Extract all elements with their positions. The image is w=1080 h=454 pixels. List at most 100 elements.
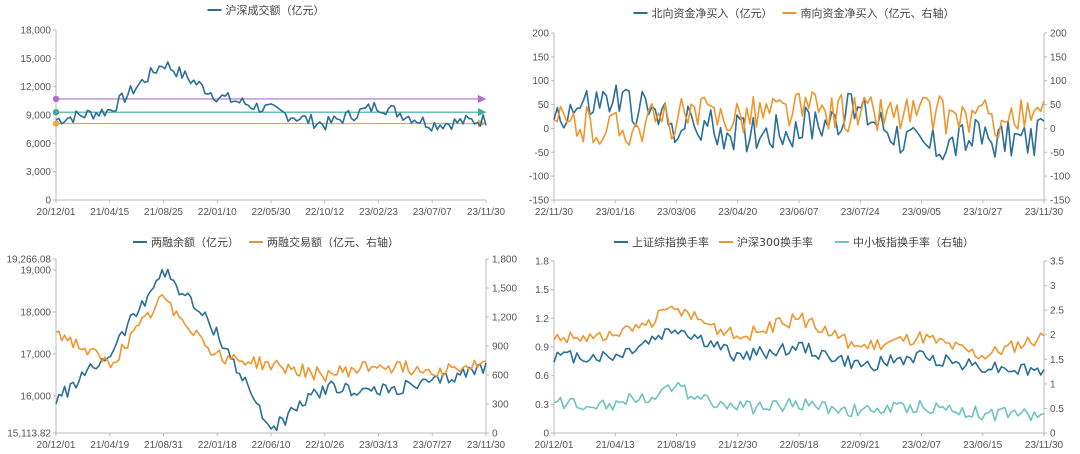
y-tick-label: 9,000 [26,111,51,122]
y-right-tick-label: 3 [1050,281,1056,292]
reference-marker-left [52,120,60,127]
y-right-tick-label: 0.5 [1050,404,1064,415]
reference-marker-right [478,108,486,117]
y-tick-label: 18,000 [20,308,51,319]
x-tick-label: 23/06/07 [780,207,819,218]
reference-marker-left [52,108,60,116]
x-tick-label: 22/01/10 [198,207,237,218]
y-tick-label: 18,000 [20,26,51,37]
chart-4: 0 0.3 0.6 0.9 1.2 1.5 1.8 0 0.5 1 1.5 2 2.5 3 3.5 20/12… [535,235,1065,451]
y-right-tick-label: 1 [1050,379,1056,390]
y-right-tick-label: 1,800 [492,255,517,266]
y-tick-label: 6,000 [26,139,51,150]
y-right-tick-label: 0 [1050,124,1056,135]
y-tick-label: 19,266.08 [7,255,52,266]
series-line [553,305,1045,360]
x-tick-label: 23/03/06 [657,207,696,218]
y-tick-label: 17,000 [20,349,51,360]
legend-label: 两融交易额（亿元、右轴） [267,235,399,249]
series-line [553,84,1045,161]
x-tick-label: 20/12/01 [37,207,76,218]
y-right-tick-label: 1.5 [1050,355,1064,366]
chart-2: -150 -100 -50 0 50 100 150 200 -150 -100 -50 0 50 100… [529,6,1070,218]
series-line [55,61,487,132]
series-line [553,328,1045,376]
series-line [55,268,487,432]
legend: 沪深成交额（亿元） [207,3,325,17]
x-tick-label: 20/12/01 [535,440,574,451]
y-right-tick-label: 2.5 [1050,306,1064,317]
y-right-tick-label: 2 [1050,330,1056,341]
y-tick-label: 1.2 [535,314,549,325]
y-right-tick-label: 1,200 [492,313,517,324]
x-tick-label: 23/07/07 [413,207,452,218]
y-tick-label: 0 [543,124,549,135]
x-tick-label: 22/06/10 [252,440,291,451]
series-line [55,294,487,383]
y-tick-label: 3,000 [26,167,51,178]
y-right-tick-label: 50 [1050,100,1062,111]
x-tick-label: 22/05/18 [780,440,819,451]
y-tick-label: 0 [543,429,549,440]
y-tick-label: 0.6 [535,371,549,382]
chart-1: 0 3,000 6,000 9,000 12,000 15,000 18,000 20/12/… [20,3,505,218]
y-right-tick-label: 900 [492,342,509,353]
x-tick-label: 23/11/30 [1025,207,1064,218]
series-line [553,381,1045,422]
x-tick-label: 21/08/19 [657,440,696,451]
legend-label: 南向资金净买入（亿元、右轴） [801,6,955,20]
y-right-tick-label: -150 [1050,196,1070,207]
reference-marker-left [52,95,60,103]
x-tick-label: 21/04/13 [596,440,635,451]
y-tick-label: 50 [538,100,550,111]
x-tick-label: 22/10/26 [305,440,344,451]
x-tick-label: 23/04/20 [718,207,757,218]
legend: 上证综指换手率 沪深300换手率 中小板指换手率（右轴） [614,235,974,249]
y-tick-label: 16,000 [20,391,51,402]
x-tick-label: 23/10/27 [963,207,1002,218]
x-tick-label: 23/07/24 [841,207,880,218]
x-tick-label: 21/12/30 [718,440,757,451]
x-tick-label: 21/04/15 [90,207,129,218]
y-right-tick-label: 300 [492,400,509,411]
legend-label: 中小板指换手率（右轴） [853,235,974,249]
y-right-tick-label: 3.5 [1050,257,1064,268]
x-tick-label: 23/11/30 [467,440,506,451]
y-tick-label: 0 [45,196,51,207]
x-tick-label: 23/01/16 [596,207,635,218]
y-tick-label: -50 [535,148,550,159]
y-right-tick-label: -50 [1050,148,1065,159]
x-tick-label: 21/08/25 [144,207,183,218]
legend-label: 上证综指换手率 [632,235,709,249]
y-right-tick-label: 1,500 [492,284,517,295]
x-tick-label: 23/02/23 [359,207,398,218]
y-right-tick-label: -100 [1050,172,1070,183]
chart-3: 15,113.82 16,000 17,000 18,000 19,00019,266.… [7,235,518,451]
legend-label: 沪深300换手率 [737,235,813,249]
legend-label: 沪深成交额（亿元） [226,3,325,17]
x-tick-label: 22/11/30 [535,207,574,218]
y-right-tick-label: 0 [492,429,498,440]
x-tick-label: 23/06/15 [963,440,1002,451]
y-tick-label: 19,000 [20,266,51,277]
y-tick-label: 15,000 [20,54,51,65]
y-right-tick-label: 0 [1050,429,1056,440]
x-tick-label: 23/03/13 [359,440,398,451]
y-right-tick-label: 200 [1050,29,1067,40]
y-tick-label: 100 [532,76,549,87]
x-tick-label: 21/08/31 [144,440,183,451]
y-tick-label: -100 [529,172,549,183]
x-tick-label: 22/01/18 [198,440,237,451]
y-right-tick-label: 100 [1050,76,1067,87]
y-tick-label: 0.3 [535,400,549,411]
x-tick-label: 22/09/21 [841,440,880,451]
legend: 北向资金净买入（亿元） 南向资金净买入（亿元、右轴） [633,6,955,20]
y-right-tick-label: 150 [1050,52,1067,63]
y-tick-label: 0.9 [535,343,549,354]
y-tick-label: 15,113.82 [7,429,51,440]
legend: 两融余额（亿元） 两融交易额（亿元、右轴） [133,235,399,249]
y-tick-label: 12,000 [20,82,51,93]
x-tick-label: 23/07/27 [413,440,452,451]
